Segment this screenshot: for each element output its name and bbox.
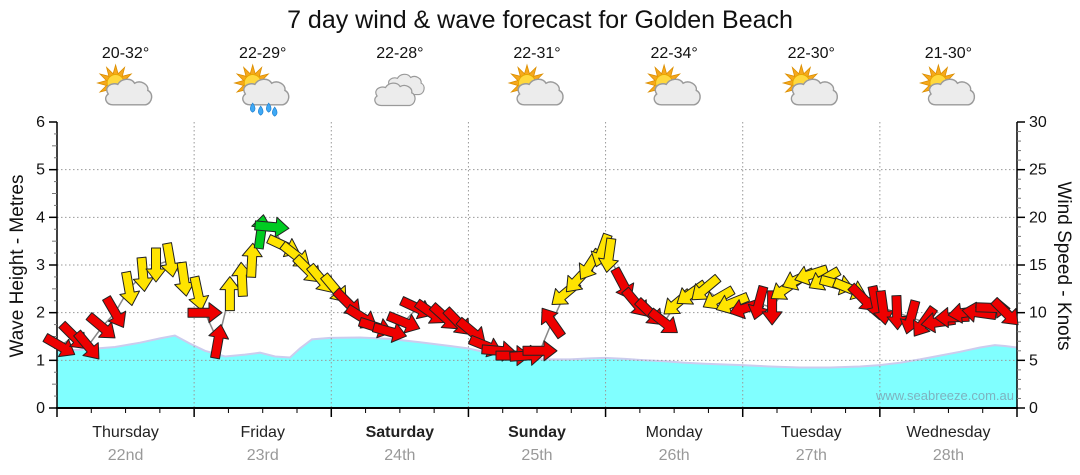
wave-axis-tick-label: 4	[36, 209, 45, 226]
wave-axis-tick-label: 1	[36, 352, 45, 369]
day-date: 22nd	[108, 447, 144, 464]
sun-cloud-icon	[96, 63, 153, 106]
chart-title: 7 day wind & wave forecast for Golden Be…	[287, 6, 793, 34]
wind-axis-tick-label: 20	[1029, 209, 1047, 226]
cloud-shape	[516, 78, 564, 106]
cloud-shape	[104, 78, 153, 106]
day-date: 24th	[384, 447, 415, 464]
raindrop	[266, 102, 272, 113]
wind-arrow	[598, 237, 619, 273]
cloud-shape	[374, 82, 416, 107]
day-temp: 20-32°	[102, 45, 149, 62]
wind-arrow	[42, 333, 76, 358]
wind-axis-tick-label: 0	[1029, 400, 1038, 417]
wind-arrow	[241, 242, 263, 278]
wave-height-area	[57, 335, 1017, 408]
day-name: Sunday	[508, 424, 566, 441]
day-date: 27th	[796, 447, 827, 464]
wind-arrow	[188, 275, 210, 311]
sun-cloud-rain-icon	[233, 63, 290, 117]
day-date: 28th	[933, 447, 964, 464]
wind-arrow	[761, 290, 783, 326]
wind-arrow	[219, 276, 241, 312]
day-temp: 22-29°	[239, 45, 286, 62]
raindrop	[272, 106, 278, 117]
wind-arrow	[747, 285, 769, 321]
watermark: www.seabreeze.com.au	[875, 388, 1014, 403]
wind-arrow	[187, 302, 223, 324]
wave-axis-tick-label: 6	[36, 114, 45, 131]
clouds-icon	[374, 73, 425, 107]
day-name: Thursday	[92, 424, 159, 441]
raindrop	[250, 102, 256, 113]
wind-arrow	[794, 264, 830, 286]
wave-axis-tick-label: 5	[36, 162, 45, 179]
cloud-shape	[653, 78, 701, 106]
day-temp: 22-34°	[650, 45, 697, 62]
wind-arrow	[208, 324, 230, 360]
wind-axis-tick-label: 10	[1029, 305, 1047, 322]
day-name: Monday	[646, 424, 703, 441]
sun-cloud-icon	[644, 63, 701, 106]
wind-axis-tick-label: 15	[1029, 257, 1047, 274]
sun-cloud-icon	[507, 63, 564, 106]
wind-arrow	[119, 270, 141, 307]
wind-arrow	[102, 295, 127, 328]
day-date: 23rd	[247, 447, 279, 464]
wind-arrow	[386, 311, 421, 334]
wind-axis-tick-label: 30	[1029, 114, 1047, 131]
day-temp: 22-30°	[788, 45, 835, 62]
sun-cloud-icon	[918, 63, 976, 106]
wave-axis-tick-label: 2	[36, 305, 45, 322]
day-date: 25th	[521, 447, 552, 464]
wave-axis-tick-label: 3	[36, 257, 45, 274]
day-name: Wednesday	[906, 424, 990, 441]
wind-arrow	[73, 329, 100, 360]
day-date: 26th	[659, 447, 690, 464]
wind-axis-tick-label: 5	[1029, 352, 1038, 369]
day-temp: 22-28°	[376, 45, 423, 62]
day-name: Saturday	[366, 424, 435, 441]
wind-arrow	[647, 307, 678, 334]
day-temp: 22-31°	[513, 45, 560, 62]
day-name: Tuesday	[781, 424, 842, 441]
day-temp: 21-30°	[925, 45, 972, 62]
day-name: Friday	[240, 424, 284, 441]
wind-arrow	[522, 340, 558, 362]
wind-arrow	[540, 307, 566, 340]
raindrop	[258, 105, 264, 116]
wind-arrow	[990, 296, 1019, 326]
cloud-shape	[242, 78, 290, 106]
sun-cloud-icon	[781, 63, 838, 106]
cloud-shape	[790, 78, 838, 106]
wind-axis-tick-label: 25	[1029, 162, 1047, 179]
cloud-shape	[927, 78, 976, 106]
wave-axis-tick-label: 0	[36, 400, 45, 417]
